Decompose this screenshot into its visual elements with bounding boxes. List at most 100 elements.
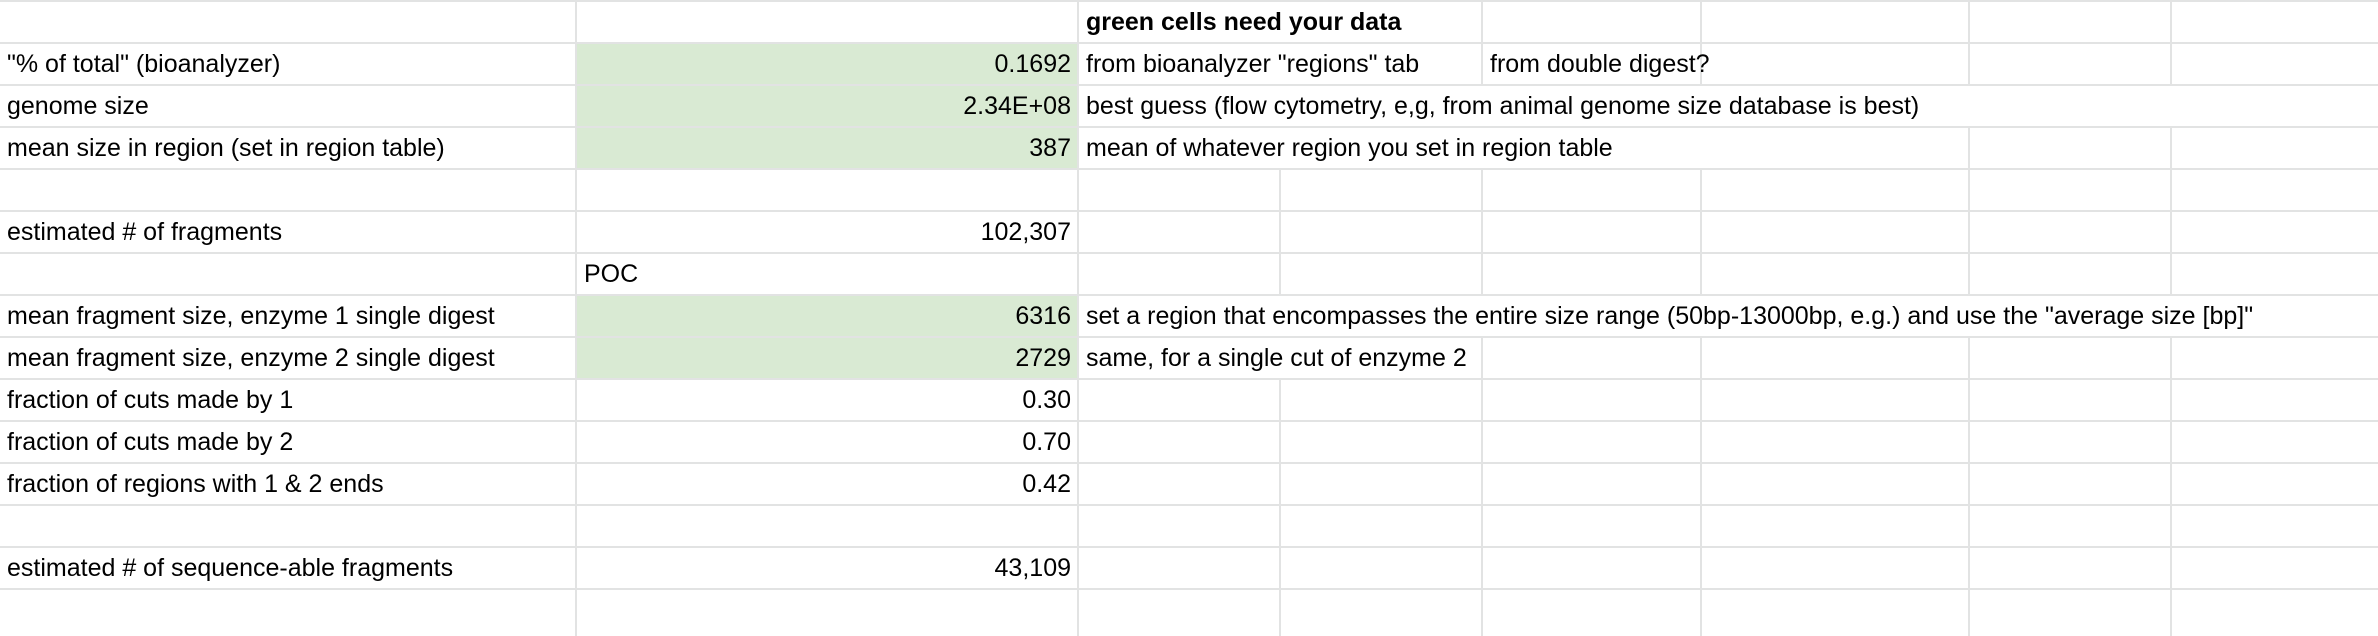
cell-h6[interactable] [2172,212,2378,252]
cell-g15[interactable] [1970,590,2172,636]
cell-f14[interactable] [1702,548,1970,588]
cell-d7[interactable] [1281,254,1483,294]
cell-e6[interactable] [1483,212,1702,252]
cell-g12[interactable] [1970,464,2172,504]
cell-g4[interactable] [1970,128,2172,168]
cell-h15[interactable] [2172,590,2378,636]
cell-a10[interactable]: fraction of cuts made by 1 [0,380,577,420]
cell-a8[interactable]: mean fragment size, enzyme 1 single dige… [0,296,577,336]
cell-c7[interactable] [1079,254,1281,294]
cell-e11[interactable] [1483,422,1702,462]
cell-d10[interactable] [1281,380,1483,420]
cell-g2[interactable] [1970,44,2172,84]
cell-a14[interactable]: estimated # of sequence-able fragments [0,548,577,588]
cell-c11[interactable] [1079,422,1281,462]
cell-h2[interactable] [2172,44,2378,84]
cell-g5[interactable] [1970,170,2172,210]
cell-h4[interactable] [2172,128,2378,168]
cell-c6[interactable] [1079,212,1281,252]
cell-h11[interactable] [2172,422,2378,462]
cell-d12[interactable] [1281,464,1483,504]
cell-f5[interactable] [1702,170,1970,210]
cell-f13[interactable] [1702,506,1970,546]
cell-h14[interactable] [2172,548,2378,588]
cell-c1[interactable]: green cells need your data [1079,2,1483,42]
cell-h1[interactable] [2172,2,2378,42]
cell-b7[interactable]: POC [577,254,1079,294]
cell-b13[interactable] [577,506,1079,546]
result-fraction-cuts-2[interactable]: 0.70 [577,422,1079,462]
cell-h10[interactable] [2172,380,2378,420]
cell-g13[interactable] [1970,506,2172,546]
cell-f11[interactable] [1702,422,1970,462]
cell-c8[interactable]: set a region that encompasses the entire… [1086,302,2254,330]
cell-c4[interactable]: mean of whatever region you set in regio… [1086,134,1613,162]
cell-g9[interactable] [1970,338,2172,378]
cell-h9[interactable] [2172,338,2378,378]
cell-f15[interactable] [1702,590,1970,636]
cell-d6[interactable] [1281,212,1483,252]
cell-h13[interactable] [2172,506,2378,546]
cell-h12[interactable] [2172,464,2378,504]
cell-e13[interactable] [1483,506,1702,546]
cell-a5[interactable] [0,170,577,210]
cell-b15[interactable] [577,590,1079,636]
cell-d11[interactable] [1281,422,1483,462]
cell-g11[interactable] [1970,422,2172,462]
result-sequenceable-fragments[interactable]: 43,109 [577,548,1079,588]
cell-a13[interactable] [0,506,577,546]
cell-e15[interactable] [1483,590,1702,636]
cell-a9[interactable]: mean fragment size, enzyme 2 single dige… [0,338,577,378]
cell-h5[interactable] [2172,170,2378,210]
cell-f2[interactable] [1702,44,1970,84]
cell-c13[interactable] [1079,506,1281,546]
cell-g1[interactable] [1970,2,2172,42]
input-cell-enzyme2-fragment-size[interactable]: 2729 [577,338,1079,378]
cell-c2[interactable]: from bioanalyzer "regions" tab [1079,44,1483,84]
cell-e12[interactable] [1483,464,1702,504]
cell-f10[interactable] [1702,380,1970,420]
cell-e7[interactable] [1483,254,1702,294]
cell-f4[interactable] [1702,128,1970,168]
cell-a11[interactable]: fraction of cuts made by 2 [0,422,577,462]
cell-d14[interactable] [1281,548,1483,588]
cell-a12[interactable]: fraction of regions with 1 & 2 ends [0,464,577,504]
cell-g10[interactable] [1970,380,2172,420]
cell-c14[interactable] [1079,548,1281,588]
input-cell-enzyme1-fragment-size[interactable]: 6316 [577,296,1079,336]
cell-b5[interactable] [577,170,1079,210]
cell-c12[interactable] [1079,464,1281,504]
cell-g14[interactable] [1970,548,2172,588]
cell-e9[interactable] [1483,338,1702,378]
cell-f9[interactable] [1702,338,1970,378]
cell-a7[interactable] [0,254,577,294]
cell-c5[interactable] [1079,170,1281,210]
cell-a15[interactable] [0,590,577,636]
cell-c10[interactable] [1079,380,1281,420]
cell-b1[interactable] [577,2,1079,42]
cell-a2[interactable]: "% of total" (bioanalyzer) [0,44,577,84]
cell-f6[interactable] [1702,212,1970,252]
cell-a3[interactable]: genome size [0,86,577,126]
input-cell-mean-size-in-region[interactable]: 387 [577,128,1079,168]
cell-d5[interactable] [1281,170,1483,210]
input-cell-genome-size[interactable]: 2.34E+08 [577,86,1079,126]
result-fraction-regions-1-2[interactable]: 0.42 [577,464,1079,504]
cell-c3[interactable]: best guess (flow cytometry, e,g, from an… [1086,92,1920,120]
cell-d15[interactable] [1281,590,1483,636]
cell-d13[interactable] [1281,506,1483,546]
cell-c9[interactable]: same, for a single cut of enzyme 2 [1079,338,1483,378]
cell-a1[interactable] [0,2,577,42]
cell-f12[interactable] [1702,464,1970,504]
cell-h7[interactable] [2172,254,2378,294]
cell-e2[interactable]: from double digest? [1483,44,1710,84]
cell-f1[interactable] [1702,2,1970,42]
cell-e1[interactable] [1483,2,1702,42]
cell-g7[interactable] [1970,254,2172,294]
result-fraction-cuts-1[interactable]: 0.30 [577,380,1079,420]
cell-e10[interactable] [1483,380,1702,420]
cell-e5[interactable] [1483,170,1702,210]
cell-c15[interactable] [1079,590,1281,636]
input-cell-percent-of-total[interactable]: 0.1692 [577,44,1079,84]
result-estimated-fragments[interactable]: 102,307 [577,212,1079,252]
